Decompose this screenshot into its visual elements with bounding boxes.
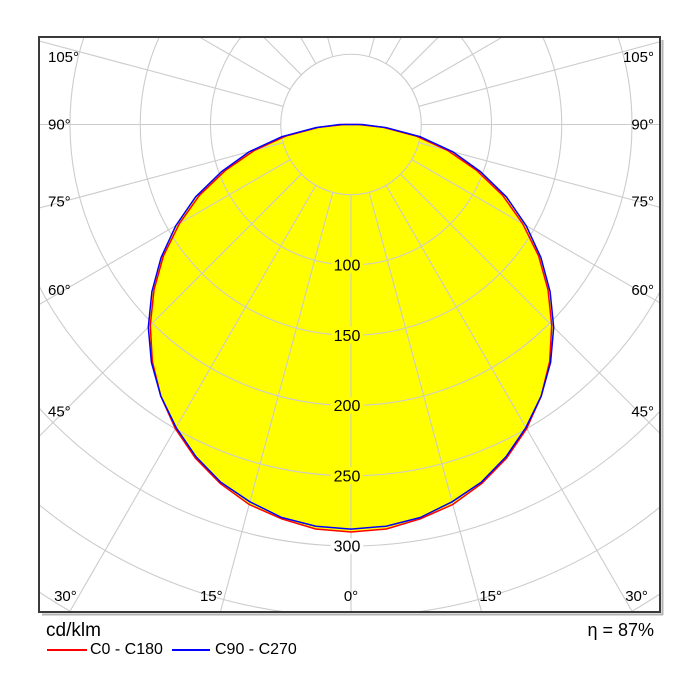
angle-label-left: 105° <box>48 49 79 66</box>
grid-spoke <box>39 159 291 306</box>
efficiency-label: η = 87% <box>587 620 654 640</box>
angle-label-left: 45° <box>48 404 71 421</box>
angle-label-left: 90° <box>48 117 71 134</box>
radial-label: 150 <box>334 328 361 345</box>
grid-spoke <box>418 41 660 107</box>
grid-spoke <box>368 37 376 57</box>
grid-spoke <box>39 173 302 438</box>
grid-spoke <box>219 192 334 612</box>
radial-label: 250 <box>334 468 361 485</box>
plot-border <box>38 36 661 613</box>
legend-unit-label: cd/klm <box>46 620 101 641</box>
curve-c0-c180 <box>149 123 553 533</box>
curve-c90-c270 <box>147 123 555 530</box>
grid-spoke <box>39 142 284 209</box>
radial-label: 300 <box>334 539 361 556</box>
radial-label: 200 <box>334 398 361 415</box>
grid-spoke <box>418 142 660 208</box>
angle-label-right: 105° <box>623 49 654 66</box>
grid-spoke <box>385 185 634 612</box>
angle-label-bottom: 15° <box>479 588 502 605</box>
grid-spoke <box>368 192 483 612</box>
legend-line-c0-c180 <box>47 649 87 651</box>
angle-labels: 45° 45° 60° 60° 75° 75° 90° 90° 105° 105° 0° 15° 15°… <box>48 49 654 605</box>
angle-label-right: 60° <box>631 282 654 299</box>
grid-spoke <box>326 37 334 57</box>
angle-label-right: 45° <box>631 404 654 421</box>
legend-entry-c90-c270: C90 - C270 <box>215 641 297 658</box>
angle-label-bottom: 0° <box>344 588 358 605</box>
grid-spoke <box>39 40 284 107</box>
radial-label: 100 <box>334 258 361 275</box>
angle-label-right: 75° <box>631 193 654 210</box>
legend-entry-c0-c180: C0 - C180 <box>90 641 163 658</box>
grid-spoke <box>400 173 660 435</box>
angle-label-left: 75° <box>48 193 71 210</box>
angle-label-bottom: 15° <box>200 588 223 605</box>
angle-label-bottom: 30° <box>625 588 648 605</box>
grid-spoke <box>411 159 660 304</box>
angle-label-left: 60° <box>48 282 71 299</box>
angle-label-bottom: 30° <box>54 588 77 605</box>
grid-spoke <box>198 37 291 90</box>
radial-labels: 100 150 200 250 300 <box>330 254 364 559</box>
angle-label-right: 90° <box>631 117 654 134</box>
legend-line-c90-c270 <box>172 649 210 651</box>
grid-spoke <box>68 185 317 612</box>
